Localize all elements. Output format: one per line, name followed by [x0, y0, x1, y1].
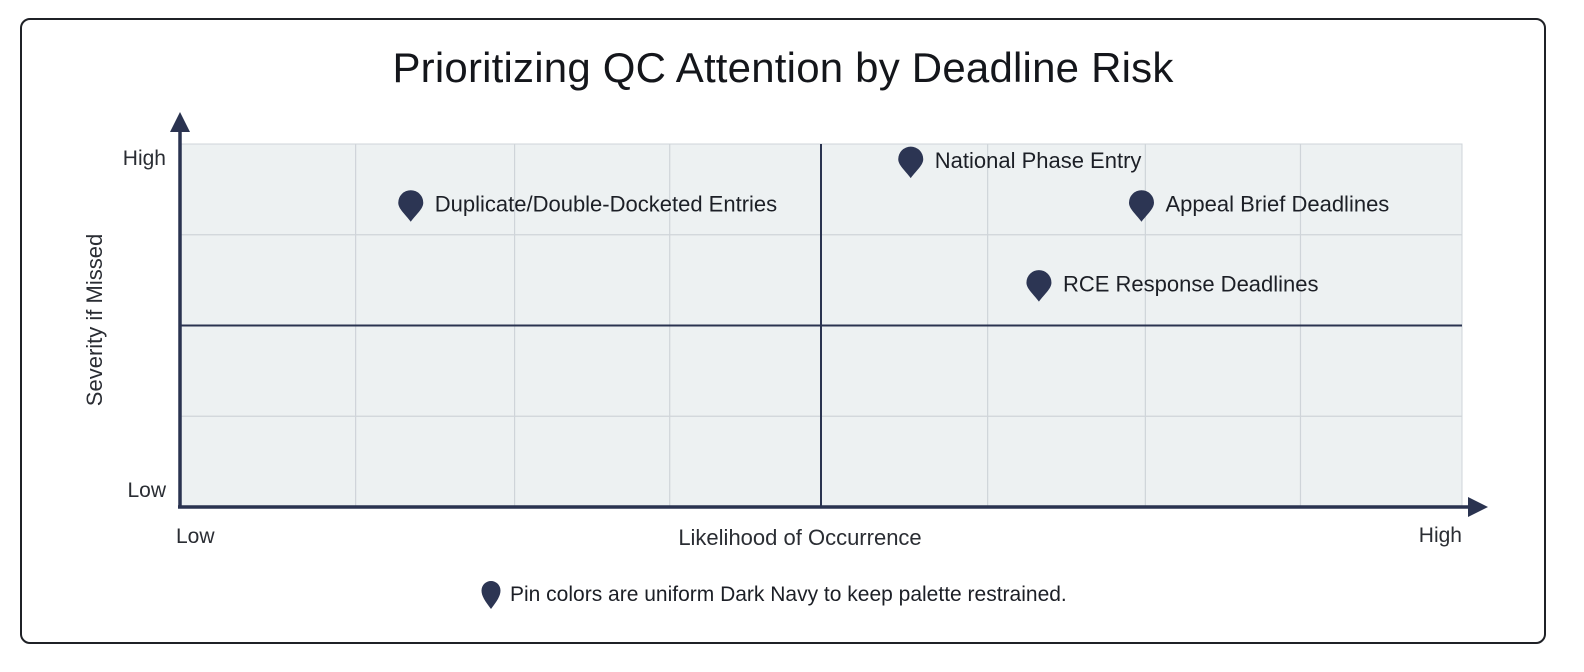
legend-text: Pin colors are uniform Dark Navy to keep… — [510, 583, 1067, 606]
axes — [170, 112, 1488, 517]
data-point: Duplicate/Double-Docketed Entries — [398, 190, 777, 222]
point-label: Appeal Brief Deadlines — [1166, 192, 1390, 217]
map-pin-icon — [481, 581, 501, 609]
x-axis-arrow — [1468, 497, 1488, 517]
quadrant-dividers — [180, 144, 1462, 507]
x-tick-low: Low — [176, 525, 215, 548]
chart-title: Prioritizing QC Attention by Deadline Ri… — [392, 44, 1174, 91]
x-axis-title: Likelihood of Occurrence — [678, 525, 921, 550]
y-tick-low: Low — [127, 479, 166, 502]
y-axis-title: Severity if Missed — [82, 234, 107, 406]
map-pin-icon — [898, 146, 924, 179]
x-tick-high: High — [1419, 524, 1462, 547]
data-point: National Phase Entry — [898, 146, 1142, 179]
y-axis-arrow — [170, 112, 190, 132]
map-pin-icon — [398, 190, 424, 222]
data-point: Appeal Brief Deadlines — [1129, 190, 1389, 222]
data-points: Duplicate/Double-Docketed Entries Nationa… — [398, 146, 1389, 302]
y-tick-high: High — [123, 147, 166, 170]
legend: Pin colors are uniform Dark Navy to keep… — [480, 580, 1067, 610]
point-label: RCE Response Deadlines — [1063, 272, 1319, 297]
data-point: RCE Response Deadlines — [1026, 270, 1319, 302]
map-pin-icon — [1129, 190, 1154, 222]
point-label: National Phase Entry — [935, 148, 1142, 173]
point-label: Duplicate/Double-Docketed Entries — [435, 192, 777, 217]
map-pin-icon — [1026, 270, 1052, 302]
